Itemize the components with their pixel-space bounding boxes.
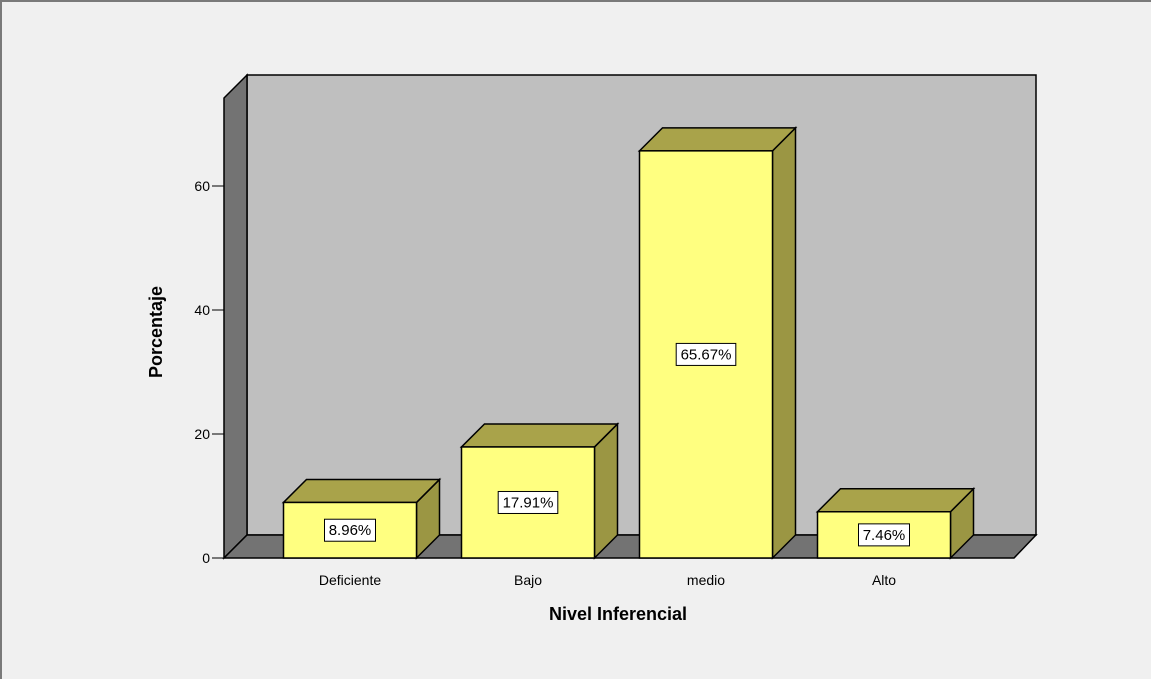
x-tick-label: Bajo — [514, 572, 542, 588]
data-label-box — [497, 490, 559, 514]
bar-top — [815, 487, 976, 513]
y-tick-label: 0 — [202, 550, 210, 566]
data-label: 65.67% — [681, 346, 732, 363]
bar-side — [771, 126, 797, 560]
bar: 65.67% — [637, 126, 798, 560]
data-label: 7.46% — [863, 527, 906, 544]
y-tick-label: 40 — [194, 302, 210, 318]
bar: 7.46% — [815, 486, 976, 560]
bar-top — [637, 127, 798, 152]
side-wall — [223, 73, 248, 560]
bar-top — [459, 423, 620, 448]
x-axis-labels: Deficiente Bajo medio Alto — [319, 572, 896, 588]
bar: 8.96% — [281, 477, 442, 560]
x-tick-label: Alto — [872, 572, 896, 588]
data-label-box — [324, 518, 376, 542]
y-axis: 0 20 40 60 — [194, 178, 224, 566]
bar: 17.91% — [459, 422, 620, 560]
data-label: 8.96% — [329, 522, 372, 539]
bars: 8.96% 17.91% 65.67% 7.46% — [281, 126, 976, 560]
y-axis-title: Porcentaje — [146, 286, 166, 378]
data-label-box — [858, 523, 910, 547]
data-label: 17.91% — [503, 494, 554, 511]
x-axis-title: Nivel Inferencial — [549, 604, 687, 624]
y-tick-label: 20 — [194, 426, 210, 442]
x-tick-label: Deficiente — [319, 572, 381, 588]
bar-top — [281, 478, 442, 504]
y-tick-label: 60 — [194, 178, 210, 194]
data-label-box — [675, 342, 737, 366]
x-tick-label: medio — [687, 572, 725, 588]
